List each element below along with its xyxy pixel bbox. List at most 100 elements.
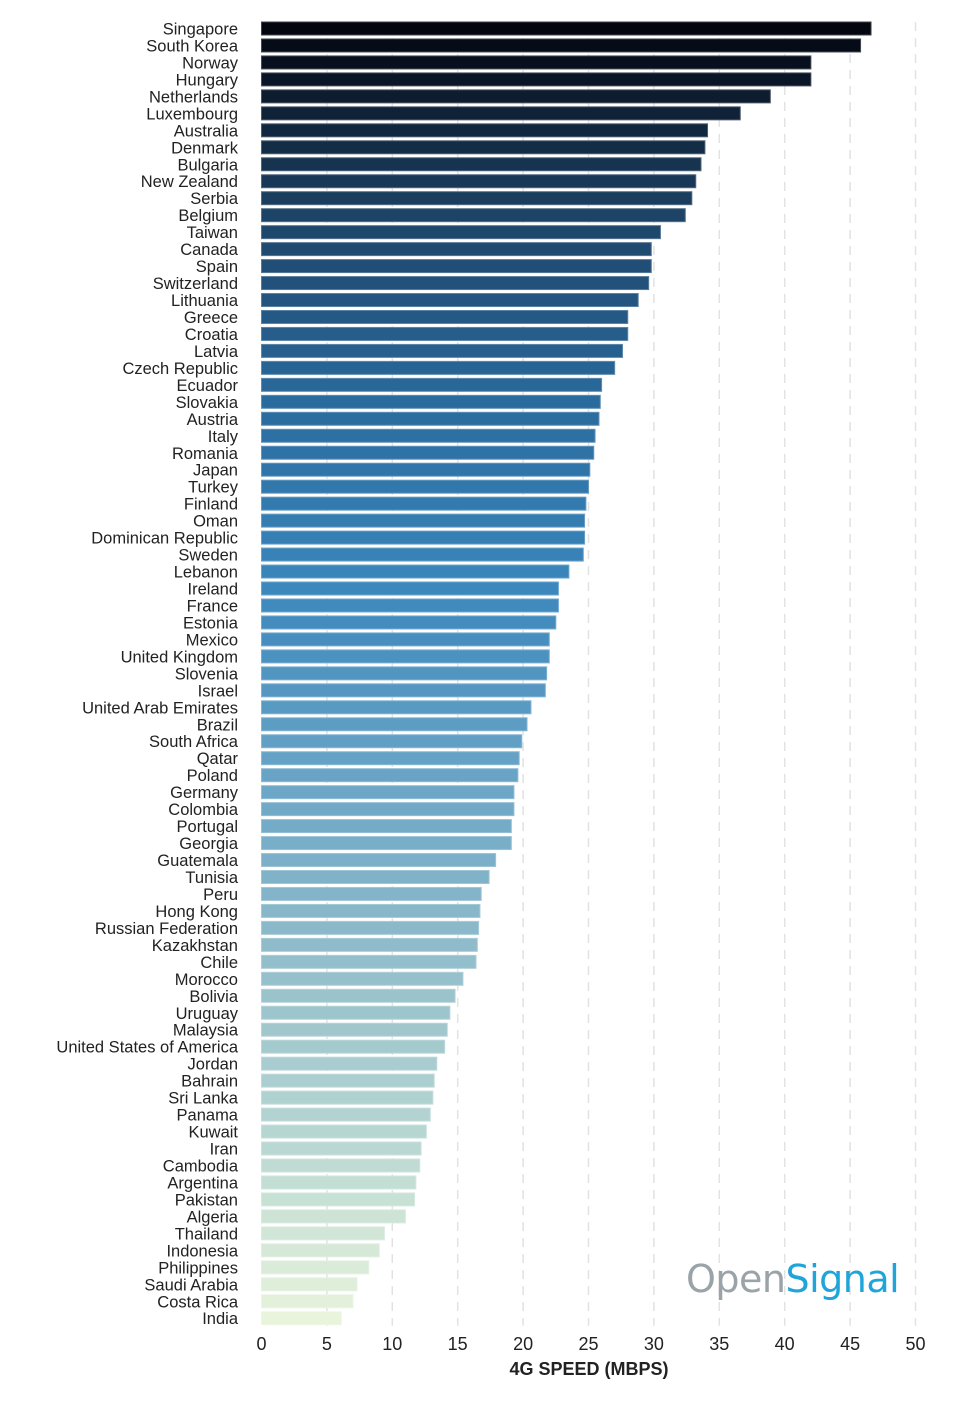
category-label: Chile bbox=[200, 954, 238, 972]
bar-united-states-of-america bbox=[261, 1039, 446, 1054]
bar-algeria bbox=[261, 1209, 406, 1224]
category-label: Guatemala bbox=[157, 852, 239, 870]
bar-brazil bbox=[261, 717, 528, 732]
x-tick-label: 15 bbox=[448, 1334, 468, 1354]
category-label: Japan bbox=[193, 462, 238, 480]
x-tick-label: 50 bbox=[905, 1334, 925, 1354]
category-label: Greece bbox=[184, 309, 238, 327]
category-label: Estonia bbox=[183, 614, 239, 632]
category-label: Switzerland bbox=[153, 275, 238, 293]
x-axis-ticks: 0 5 10 15 20 25 30 35 40 45 50 bbox=[256, 1334, 925, 1354]
category-label: Peru bbox=[203, 886, 238, 904]
category-label: Luxembourg bbox=[146, 105, 238, 123]
category-label: Turkey bbox=[188, 479, 239, 497]
category-label: South Korea bbox=[146, 37, 239, 55]
category-label: Serbia bbox=[190, 190, 239, 208]
bar-jordan bbox=[261, 1056, 438, 1071]
bar-hungary bbox=[261, 72, 812, 87]
bar-argentina bbox=[261, 1175, 417, 1190]
bar-south-korea bbox=[261, 38, 862, 53]
bar-uruguay bbox=[261, 1005, 451, 1020]
category-label: New Zealand bbox=[141, 173, 238, 191]
category-label: Russian Federation bbox=[95, 920, 238, 938]
category-label: Hong Kong bbox=[155, 903, 238, 921]
bar-new-zealand bbox=[261, 174, 697, 189]
bar-finland bbox=[261, 496, 587, 511]
category-label: Ireland bbox=[188, 581, 238, 599]
category-label: Argentina bbox=[167, 1174, 238, 1192]
category-label: Indonesia bbox=[166, 1242, 238, 1260]
category-label: Czech Republic bbox=[122, 360, 238, 378]
category-label: Bolivia bbox=[189, 988, 238, 1006]
category-label: Oman bbox=[193, 513, 238, 531]
logo-open-text: Open bbox=[686, 1257, 786, 1301]
category-label: Philippines bbox=[158, 1259, 238, 1277]
x-tick-label: 10 bbox=[382, 1334, 402, 1354]
category-label: Iran bbox=[210, 1141, 238, 1159]
bar-lebanon bbox=[261, 564, 570, 579]
category-label: Algeria bbox=[187, 1208, 239, 1226]
category-label: Uruguay bbox=[176, 1005, 239, 1023]
bar-switzerland bbox=[261, 276, 650, 291]
category-label: Kazakhstan bbox=[152, 937, 238, 955]
bar-cambodia bbox=[261, 1158, 421, 1173]
bar-hong-kong bbox=[261, 903, 481, 918]
bar-lithuania bbox=[261, 293, 639, 308]
bar-greece bbox=[261, 309, 629, 324]
bar-oman bbox=[261, 513, 586, 528]
category-label: Poland bbox=[187, 767, 238, 785]
bar-singapore bbox=[261, 21, 872, 36]
logo-signal-text: Signal bbox=[785, 1257, 900, 1301]
bar-austria bbox=[261, 411, 600, 426]
bar-guatemala bbox=[261, 853, 497, 868]
category-label: Panama bbox=[177, 1107, 239, 1125]
bar-dominican-republic bbox=[261, 530, 586, 545]
category-label: Georgia bbox=[179, 835, 239, 853]
category-label: Latvia bbox=[194, 343, 239, 361]
category-label: Bahrain bbox=[181, 1073, 238, 1091]
bar-canada bbox=[261, 242, 652, 257]
category-label: Australia bbox=[174, 122, 239, 140]
bar-panama bbox=[261, 1107, 431, 1122]
bars bbox=[261, 21, 872, 1326]
category-label: United States of America bbox=[56, 1039, 238, 1057]
category-label: Sweden bbox=[178, 547, 238, 565]
category-label: Brazil bbox=[197, 716, 238, 734]
category-label: France bbox=[187, 597, 238, 615]
bar-netherlands bbox=[261, 89, 771, 104]
bar-malaysia bbox=[261, 1022, 448, 1037]
category-label: Hungary bbox=[176, 71, 239, 89]
category-label: Norway bbox=[182, 54, 239, 72]
category-label: Morocco bbox=[175, 971, 238, 989]
bar-united-kingdom bbox=[261, 649, 550, 664]
x-tick-label: 25 bbox=[578, 1334, 598, 1354]
category-label: Mexico bbox=[186, 631, 238, 649]
bar-saudi-arabia bbox=[261, 1277, 358, 1292]
bar-turkey bbox=[261, 479, 589, 494]
category-label: Austria bbox=[187, 411, 239, 429]
bar-slovakia bbox=[261, 394, 601, 409]
bar-australia bbox=[261, 123, 709, 138]
category-label: Slovakia bbox=[176, 394, 239, 412]
category-label: Denmark bbox=[171, 139, 239, 157]
category-label: Germany bbox=[170, 784, 239, 802]
x-axis-title: 4G SPEED (MBPS) bbox=[509, 1359, 668, 1379]
category-label: Croatia bbox=[185, 326, 239, 344]
category-label: Taiwan bbox=[187, 224, 238, 242]
category-label: Canada bbox=[180, 241, 239, 259]
bar-russian-federation bbox=[261, 920, 480, 935]
bar-croatia bbox=[261, 326, 629, 341]
bar-slovenia bbox=[261, 666, 548, 681]
bar-norway bbox=[261, 55, 812, 70]
bar-israel bbox=[261, 683, 546, 698]
category-label: Romania bbox=[172, 445, 239, 463]
bar-portugal bbox=[261, 819, 512, 834]
bar-indonesia bbox=[261, 1243, 380, 1258]
category-label: Belgium bbox=[178, 207, 238, 225]
bar-qatar bbox=[261, 751, 520, 766]
bar-united-arab-emirates bbox=[261, 700, 532, 715]
category-label: Thailand bbox=[175, 1225, 238, 1243]
bar-colombia bbox=[261, 802, 515, 817]
